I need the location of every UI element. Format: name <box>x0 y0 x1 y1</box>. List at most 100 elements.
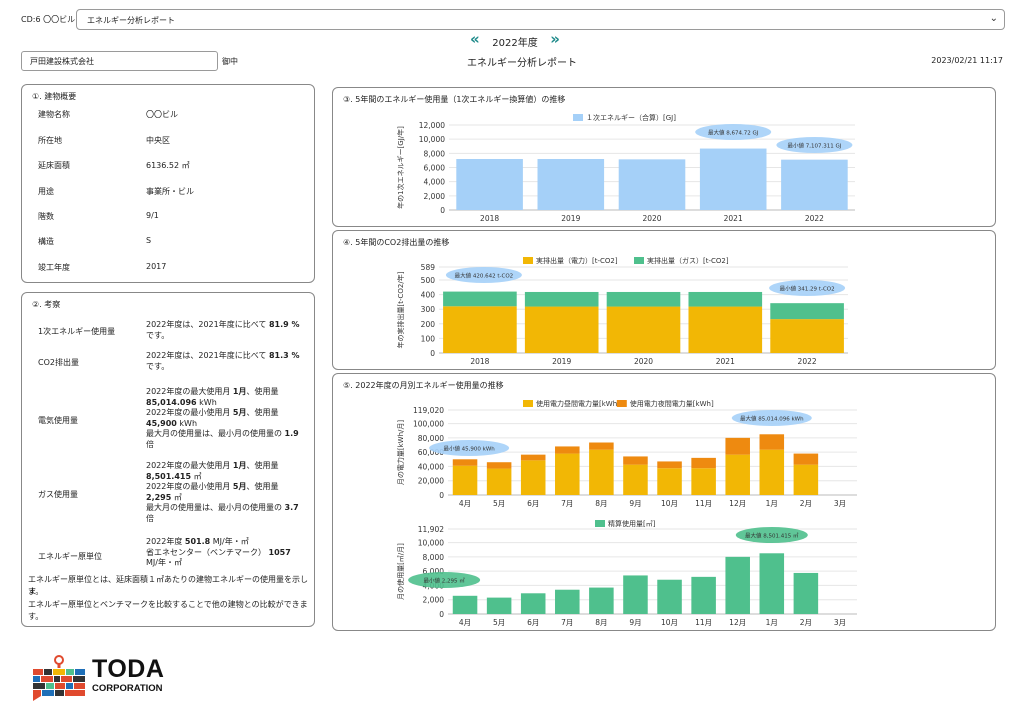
bar <box>520 454 546 461</box>
prev-year-icon[interactable]: « <box>470 30 480 48</box>
annotation-label: 最小値 45,900 kWh <box>443 445 495 453</box>
analysis-value: 8,501.415 <box>146 471 192 481</box>
x-tick-label: 2018 <box>470 357 489 366</box>
bar <box>555 453 580 495</box>
annotation-label: 最小値 7,107.311 GJ <box>787 142 841 150</box>
y-tick-label: 4,000 <box>424 178 446 187</box>
bar <box>606 306 681 353</box>
bar <box>793 464 819 495</box>
bar <box>770 319 844 353</box>
monthly-chart-title: ⑤. 2022年度の月別エネルギー使用量の推移 <box>343 381 504 390</box>
analysis-value: 5月 <box>232 408 247 417</box>
analysis-key: 電気使用量 <box>38 416 78 425</box>
building-code-label: CD:6 〇〇ビル <box>21 15 76 24</box>
monthly-charts: 0 20,000 40,000 60,000 80,000 100,000 119,020 月… <box>396 399 857 627</box>
bar <box>725 437 750 455</box>
energy-chart-panel: ③. 5年間のエネルギー使用量（1次エネルギー換算値）の推移 0 2,000 4,0… <box>332 87 996 227</box>
bar <box>452 465 478 495</box>
report-select[interactable]: エネルギー分析レポート ⌄ <box>76 9 1005 30</box>
x-tick-label: 1月 <box>766 499 778 508</box>
bar <box>688 306 763 353</box>
analysis-line: 2022年度の最大使用月 1月、使用量 <box>146 461 279 470</box>
building-info-key: 竣工年度 <box>38 263 70 272</box>
y-tick-label: 300 <box>421 305 436 314</box>
analysis-note: す。 <box>28 612 44 621</box>
bar <box>589 587 614 614</box>
y-axis-label: 年の1次エネルギー[GJ/年] <box>396 126 405 209</box>
analysis-line: です。 <box>146 330 170 340</box>
analysis-value: 3.7 <box>284 503 299 512</box>
toda-logo: TODA CORPORATION <box>30 655 180 701</box>
x-tick-label: 12月 <box>729 499 746 508</box>
legend-label: 実排出量（電力）[t-CO2] <box>536 256 618 265</box>
x-tick-label: 9月 <box>629 499 641 508</box>
legend-label: 精算使用量[㎥] <box>608 519 656 528</box>
logo-brand: TODA <box>92 655 165 683</box>
bar <box>443 291 517 307</box>
building-info-value: 6136.52 ㎡ <box>146 161 190 170</box>
y-tick-label: 119,020 <box>413 406 444 415</box>
x-tick-label: 2020 <box>634 357 653 366</box>
analysis-value: 1.9 <box>284 429 299 438</box>
building-info-key: 所在地 <box>38 136 62 145</box>
y-axis-label: 年の実排出量[t-CO2/年] <box>396 271 405 348</box>
x-tick-label: 1月 <box>766 618 778 627</box>
legend-label: １次エネルギー（合算）[GJ] <box>586 113 676 122</box>
x-tick-label: 5月 <box>493 499 505 508</box>
bar <box>657 468 682 495</box>
report-select-value: エネルギー分析レポート <box>87 16 175 25</box>
analysis-line: 2022年度の最大使用月 1月、使用量 <box>146 387 279 396</box>
bar <box>657 461 682 469</box>
y-axis-label: 月の電力量[kWh/月] <box>396 420 405 486</box>
x-tick-label: 7月 <box>561 618 573 627</box>
annotation-bubble <box>731 410 812 426</box>
bar <box>524 291 599 307</box>
next-year-icon[interactable]: » <box>550 30 560 48</box>
analysis-line: 2022年度は、2021年度に比べて 81.3 % <box>146 351 300 360</box>
annotation-bubble <box>429 440 510 456</box>
analysis-line: です。 <box>146 361 170 371</box>
x-tick-label: 8月 <box>595 618 607 627</box>
bar <box>699 148 767 210</box>
co2-chart-title: ④. 5年間のCO2排出量の推移 <box>343 238 450 247</box>
bar <box>657 579 682 614</box>
analysis-text: 2022年度は、2021年度に比べて 81.9 % です。 <box>146 320 306 341</box>
analysis-value: 1月 <box>232 461 247 470</box>
bar <box>793 572 819 614</box>
bar <box>623 456 648 465</box>
analysis-line: 2022年度 501.8 MJ/年・㎡ <box>146 537 249 546</box>
bar <box>555 446 580 454</box>
y-tick-label: 500 <box>421 276 436 285</box>
y-tick-label: 100,000 <box>413 420 444 429</box>
analysis-line: 8,501.415 ㎥ <box>146 471 202 481</box>
bar <box>759 449 785 495</box>
y-tick-label: 2,000 <box>424 192 446 201</box>
bar <box>688 291 763 307</box>
report-date: 2023/02/21 11:17 <box>931 56 1003 65</box>
bar <box>618 159 686 210</box>
company-name: 戸田建設株式会社 <box>30 57 94 66</box>
legend-swatch <box>634 257 644 264</box>
analysis-key: 1次エネルギー使用量 <box>38 327 116 336</box>
x-tick-label: 10月 <box>661 618 678 627</box>
building-info-value: 〇〇ビル <box>146 110 178 119</box>
analysis-key: エネルギー原単位 <box>38 552 102 561</box>
y-tick-label: 60,000 <box>418 448 444 457</box>
y-tick-label: 8,000 <box>424 149 446 158</box>
building-info-key: 構造 <box>38 237 54 246</box>
annotation-bubble <box>735 527 808 543</box>
company-name-field[interactable]: 戸田建設株式会社 <box>21 51 218 71</box>
y-tick-label: 200 <box>421 320 436 329</box>
analysis-text: 2022年度の最大使用月 1月、使用量 8,501.415 ㎥ 2022年度の最小使… <box>146 461 306 524</box>
legend-swatch <box>523 257 533 264</box>
y-tick-label: 40,000 <box>418 462 444 471</box>
y-tick-label: 8,000 <box>423 553 445 562</box>
x-tick-label: 10月 <box>661 499 678 508</box>
x-tick-label: 2018 <box>480 214 499 223</box>
bar <box>793 453 819 465</box>
bar <box>555 589 580 614</box>
analysis-line: 倍 <box>146 513 154 523</box>
bar <box>725 454 750 495</box>
building-info-value: 9/1 <box>146 211 159 220</box>
analysis-line: 最大月の使用量は、最小月の使用量の 1.9 <box>146 429 299 438</box>
